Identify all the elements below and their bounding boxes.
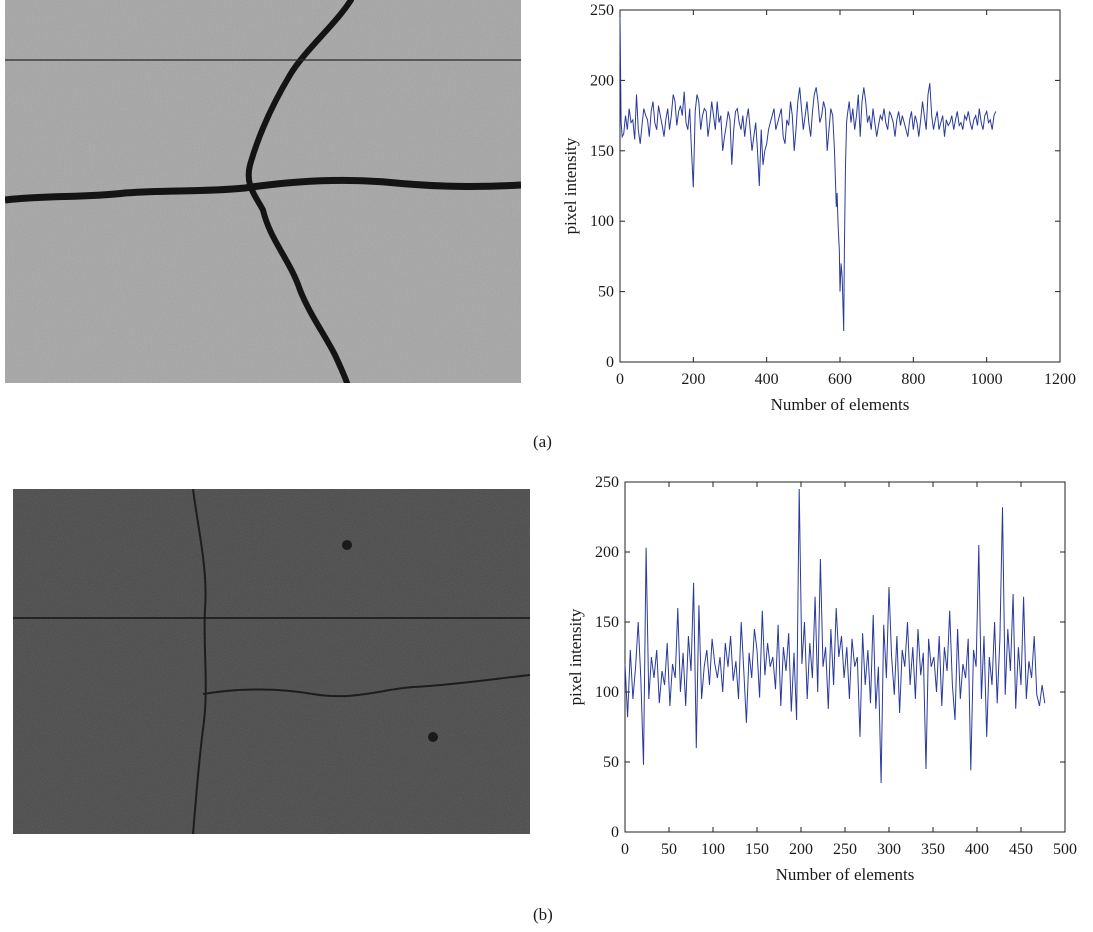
chart-b-x-tick-label: 350: [921, 841, 945, 858]
chart-b-y-tick-label: 0: [611, 824, 619, 841]
panel-caption-a: (a): [533, 432, 552, 451]
chart-a-x-tick-label: 600: [828, 371, 852, 388]
chart-a-y-tick-label: 50: [598, 284, 614, 301]
chart-a-plot-frame: [619, 9, 1061, 363]
chart-b-x-tick-label: 300: [877, 841, 901, 858]
chart-b-x-tick-label: 450: [1009, 841, 1033, 858]
chart-a-x-tick-label: 200: [681, 371, 705, 388]
chart-a-y-tick-label: 150: [590, 143, 614, 160]
chart-b-x-tick-label: 50: [661, 841, 677, 858]
chart-b-x-tick-label: 100: [701, 841, 725, 858]
chart-b-x-axis-label: Number of elements: [776, 865, 915, 884]
chart-b-y-tick-label: 200: [595, 544, 619, 561]
chart-b-y-axis-label: pixel intensity: [566, 608, 585, 705]
chart-b-x-tick-label: 200: [789, 841, 813, 858]
chart-b-series-line-0: [624, 488, 1046, 784]
chart-a-y-tick-label: 250: [590, 2, 614, 19]
chart-b-y-tick-label: 150: [595, 614, 619, 631]
chart-b-y-tick-label: 250: [595, 474, 619, 491]
chart-a-x-tick-label: 1000: [971, 371, 1003, 388]
chart-a-y-tick-label: 200: [590, 72, 614, 89]
chart-a-x-tick-label: 0: [616, 371, 624, 388]
crack-photo-b: [13, 489, 530, 834]
chart-a-y-axis-label: pixel intensity: [561, 137, 580, 234]
chart-a-y-tick-label: 100: [590, 213, 614, 230]
chart-b-y-tick-label: 50: [603, 754, 619, 771]
panel-caption-b: (b): [533, 905, 553, 924]
chart-b-x-tick-label: 400: [965, 841, 989, 858]
pixel-intensity-chart-a: 0 200 400 600 800 1000 1200 0 50 100 150 200 250 Numb…: [561, 2, 1076, 414]
chart-b-x-tick-label: 0: [621, 841, 629, 858]
chart-a-x-tick-label: 400: [755, 371, 779, 388]
chart-b-y-tick-label: 100: [595, 684, 619, 701]
chart-b-x-tick-label: 150: [745, 841, 769, 858]
chart-a-x-tick-label: 1200: [1044, 371, 1076, 388]
crack-photo-a: [5, 0, 521, 383]
pixel-intensity-chart-b: 0 50 100 150 200 250 300 350 400 450 500 0 50 100 150 2…: [566, 474, 1077, 884]
chart-b-x-tick-label: 500: [1053, 841, 1077, 858]
chart-a-x-tick-label: 800: [901, 371, 925, 388]
chart-a-x-axis-label: Number of elements: [771, 395, 910, 414]
chart-a-y-tick-label: 0: [606, 354, 614, 371]
chart-b-x-tick-label: 250: [833, 841, 857, 858]
chart-a-series-line-0: [619, 16, 997, 332]
